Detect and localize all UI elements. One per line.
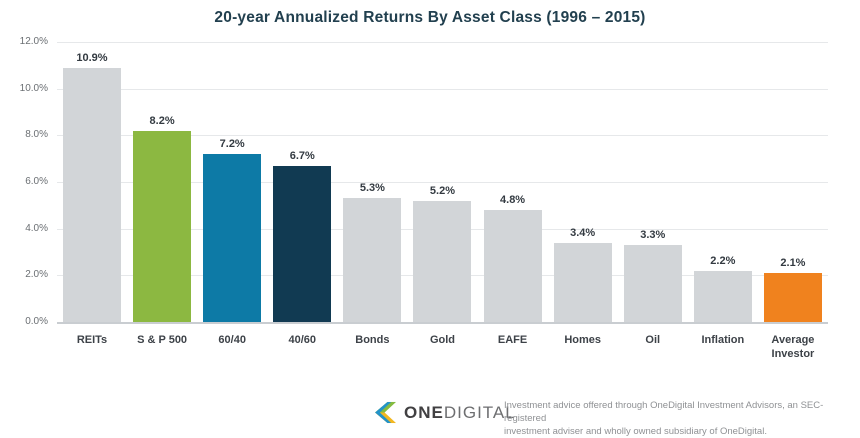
y-tick-label: 4.0% [25,222,48,234]
bar-group-inflation: 2.2% Inflation [688,254,758,346]
bar [203,154,262,322]
bar-value-label: 5.2% [429,184,455,197]
bar [133,130,192,322]
bar-value-label: 8.2% [149,114,175,127]
bar-category-label: S & P 500 [137,334,188,346]
bar-category-label: Bonds [355,334,390,346]
bar-category-label: Inflation [701,334,745,346]
y-axis: 0.0% 2.0% 4.0% 6.0% 8.0% 10.0% 12.0% [0,37,52,327]
gridline [57,182,828,183]
bar-category-label: 40/60 [288,334,317,346]
bar-category-label: Average Investor [771,334,815,360]
bar-category-label: Gold [429,334,455,346]
y-tick-label: 8.0% [25,129,48,141]
bar-group-40-60: 6.7% 40/60 [267,149,337,346]
bar-group-homes: 3.4% Homes [548,226,618,346]
bar-group-bonds: 5.3% Bonds [337,182,407,346]
onedigital-chevron-icon [374,401,397,424]
bar [693,270,752,322]
y-tick-label: 12.0% [19,36,48,47]
y-tick-label: 2.0% [25,269,48,281]
bar-category-label: EAFE [497,334,528,346]
logo-text-digital: DIGITAL [443,402,516,422]
bar-value-label: 4.8% [500,194,526,206]
bar-value-label: 6.7% [289,149,315,162]
bar-category-label: 60/40 [218,334,246,346]
bar-group-average-investor: 2.1% Average Investor [758,257,828,360]
bar [553,242,612,322]
bar [343,198,402,322]
bar-group-gold: 5.2% Gold [407,184,477,346]
bar-value-label: 5.3% [359,182,385,195]
bar-category-label: Homes [564,334,601,346]
bar [483,210,542,322]
bar-group-s-p-500: 8.2% S & P 500 [127,114,197,346]
disclaimer-line-2: investment adviser and wholly owned subs… [504,426,767,437]
bar-group-eafe: 4.8% EAFE [478,194,548,346]
bar [623,245,682,322]
bar [413,200,472,322]
bar-category-label: Oil [645,334,661,346]
footer: ONEDIGITAL Investment advice offered thr… [0,396,860,438]
disclaimer-text: Investment advice offered through OneDig… [504,399,849,438]
gridline [57,42,828,43]
y-tick-label: 0.0% [25,316,48,327]
bar-value-label: 2.2% [710,254,736,267]
bar-category-label: REITs [76,334,108,346]
chart-title: 20-year Annualized Returns By Asset Clas… [214,9,646,26]
onedigital-wordmark: ONEDIGITAL [404,403,516,423]
bar [273,165,332,322]
y-tick-label: 6.0% [25,176,48,187]
y-tick-label: 10.0% [19,82,48,94]
gridline [57,88,828,90]
bar-group-60-40: 7.2% 60/40 [197,138,267,346]
disclaimer-line-1: Investment advice offered through OneDig… [504,400,824,424]
bars-layer: 10.9% REITs 8.2% S & P 500 7.2% 60/40 6.7% 40/6… [57,42,828,360]
bar [63,67,121,322]
bar-value-label: 7.2% [219,138,245,150]
bar-value-label: 10.9% [76,51,108,64]
bar-group-oil: 3.3% Oil [618,229,688,346]
plot-area: 10.9% REITs 8.2% S & P 500 7.2% 60/40 6.7% 40/6… [57,42,828,360]
bar-group-reits: 10.9% REITs [57,51,127,346]
bar-value-label: 2.1% [780,257,806,269]
bar-value-label: 3.4% [570,226,596,239]
onedigital-logo: ONEDIGITAL [374,400,516,425]
logo-text-one: ONE [404,402,444,422]
bar-value-label: 3.3% [640,229,666,241]
bar [763,273,822,322]
gridline [57,135,828,137]
